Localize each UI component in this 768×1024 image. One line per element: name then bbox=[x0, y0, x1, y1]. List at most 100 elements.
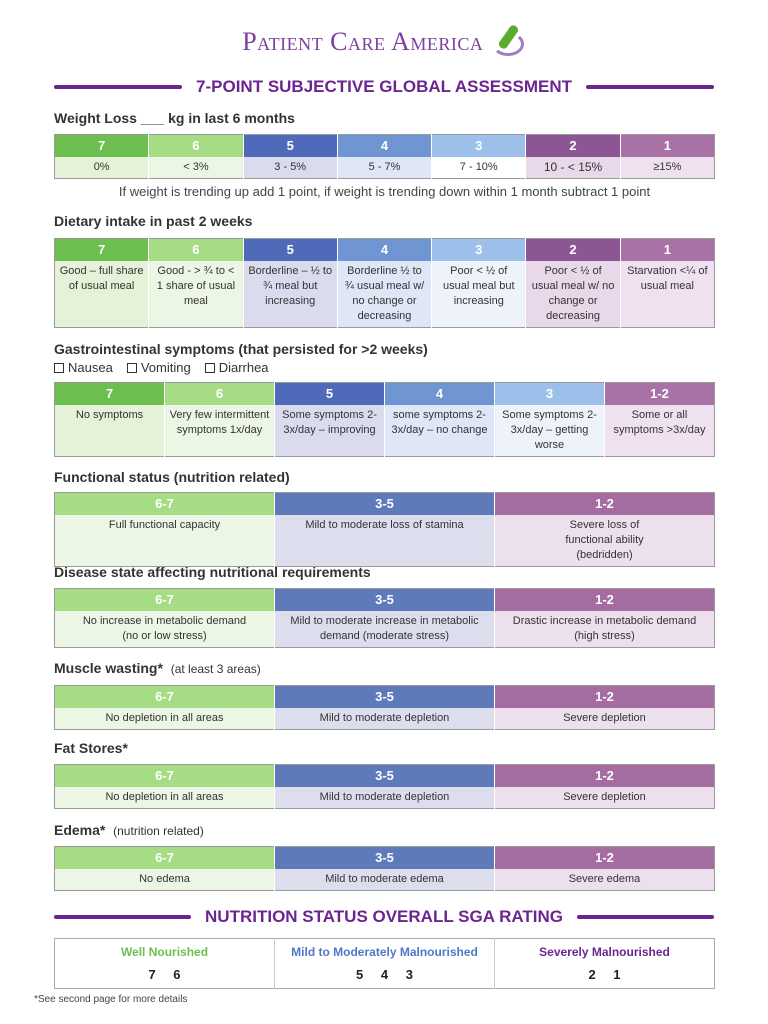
score-cell[interactable]: 3 bbox=[431, 238, 527, 261]
criteria-cell[interactable]: Poor < ½ of usual meal but increasing bbox=[431, 260, 527, 327]
criteria-cell[interactable]: Severe loss of functional ability (bedri… bbox=[494, 514, 715, 566]
score-cell[interactable]: 1-2 bbox=[494, 588, 715, 611]
functional-status-table: 6-7 3-5 1-2 Full functional capacity Mil… bbox=[54, 492, 715, 567]
nausea-checkbox[interactable]: Nausea bbox=[54, 360, 113, 375]
score-cell[interactable]: 1 bbox=[620, 238, 715, 261]
rating-scores: 2 1 bbox=[588, 967, 621, 982]
score-cell[interactable]: 2 bbox=[525, 134, 621, 157]
criteria-cell[interactable]: Good - > ¾ to < 1 share of usual meal bbox=[148, 260, 244, 327]
criteria-cell[interactable]: Severe depletion bbox=[494, 707, 715, 729]
brand-logo: Patient Care America bbox=[0, 22, 768, 70]
rating-severe[interactable]: Severely Malnourished 2 1 bbox=[495, 939, 715, 989]
score-cell[interactable]: 3-5 bbox=[274, 764, 495, 787]
criteria-cell[interactable]: Some or all symptoms >3x/day bbox=[604, 404, 715, 456]
rating-title: NUTRITION STATUS OVERALL SGA RATING bbox=[205, 907, 563, 926]
checkbox-label: Vomiting bbox=[140, 360, 191, 375]
criteria-cell[interactable]: Borderline ½ to ¾ usual meal w/ no chang… bbox=[337, 260, 433, 327]
score-cell[interactable]: 1-2 bbox=[494, 846, 715, 869]
criteria-cell[interactable]: 7 - 10% bbox=[431, 156, 527, 179]
rating-scores: 5 4 3 bbox=[356, 967, 413, 982]
criteria-cell[interactable]: No edema bbox=[54, 868, 275, 890]
diarrhea-checkbox[interactable]: Diarrhea bbox=[204, 360, 269, 375]
criteria-cell[interactable]: 3 - 5% bbox=[243, 156, 338, 179]
criteria-cell[interactable]: 10 - < 15% bbox=[525, 156, 621, 179]
criteria-cell[interactable]: Starvation <¼ of usual meal bbox=[620, 260, 715, 327]
brand-name: Patient Care America bbox=[242, 27, 484, 56]
muscle-wasting-table: 6-7 3-5 1-2 No depletion in all areas Mi… bbox=[54, 685, 715, 730]
fat-stores-label: Fat Stores* bbox=[54, 740, 128, 756]
score-cell[interactable]: 7 bbox=[54, 238, 150, 261]
dietary-intake-table: 7 6 5 4 3 2 1 Good – full share of usual… bbox=[54, 238, 715, 328]
score-cell[interactable]: 3-5 bbox=[274, 685, 495, 708]
criteria-cell[interactable]: No depletion in all areas bbox=[54, 707, 275, 729]
score-cell[interactable]: 1-2 bbox=[494, 764, 715, 787]
rating-title-label: Well Nourished bbox=[120, 945, 209, 959]
score-cell[interactable]: 5 bbox=[243, 134, 338, 157]
edema-label: Edema* (nutrition related) bbox=[54, 822, 204, 838]
score-cell[interactable]: 6-7 bbox=[54, 492, 275, 515]
criteria-cell[interactable]: Full functional capacity bbox=[54, 514, 275, 566]
score-cell[interactable]: 4 bbox=[337, 134, 433, 157]
criteria-cell[interactable]: No increase in metabolic demand (no or l… bbox=[54, 610, 275, 647]
score-cell[interactable]: 1 bbox=[620, 134, 715, 157]
criteria-cell[interactable]: Drastic increase in metabolic demand (hi… bbox=[494, 610, 715, 647]
score-cell[interactable]: 3-5 bbox=[274, 492, 495, 515]
score-cell[interactable]: 2 bbox=[525, 238, 621, 261]
rating-title-label: Mild to Moderately Malnourished bbox=[291, 945, 478, 959]
criteria-cell[interactable]: No depletion in all areas bbox=[54, 786, 275, 808]
score-cell[interactable]: 5 bbox=[243, 238, 338, 261]
gi-symptom-checkboxes: Nausea Vomiting Diarrhea bbox=[54, 360, 269, 375]
score-cell[interactable]: 3-5 bbox=[274, 846, 495, 869]
score-cell[interactable]: 3 bbox=[494, 382, 605, 405]
muscle-wasting-title: Muscle wasting* bbox=[54, 660, 163, 676]
logo-swoosh-icon bbox=[490, 22, 526, 62]
criteria-cell[interactable]: Severe edema bbox=[494, 868, 715, 890]
score-cell[interactable]: 1-2 bbox=[494, 685, 715, 708]
functional-status-label: Functional status (nutrition related) bbox=[54, 469, 290, 485]
score-cell[interactable]: 6 bbox=[148, 238, 244, 261]
score-cell[interactable]: 6-7 bbox=[54, 588, 275, 611]
rating-title-banner: NUTRITION STATUS OVERALL SGA RATING bbox=[54, 906, 715, 928]
criteria-cell[interactable]: < 3% bbox=[148, 156, 244, 179]
score-cell[interactable]: 6-7 bbox=[54, 685, 275, 708]
criteria-cell[interactable]: 0% bbox=[54, 156, 150, 179]
criteria-cell[interactable]: Mild to moderate edema bbox=[274, 868, 495, 890]
score-cell[interactable]: 6-7 bbox=[54, 764, 275, 787]
criteria-cell[interactable]: Some symptoms 2-3x/day – improving bbox=[274, 404, 385, 456]
criteria-cell[interactable]: No symptoms bbox=[54, 404, 165, 456]
criteria-cell[interactable]: Mild to moderate depletion bbox=[274, 707, 495, 729]
criteria-cell[interactable]: Mild to moderate depletion bbox=[274, 786, 495, 808]
score-cell[interactable]: 1-2 bbox=[604, 382, 715, 405]
criteria-cell[interactable]: Very few intermittent symptoms 1x/day bbox=[164, 404, 275, 456]
score-cell[interactable]: 7 bbox=[54, 382, 165, 405]
rating-mild-moderate[interactable]: Mild to Moderately Malnourished 5 4 3 bbox=[274, 938, 495, 989]
checkbox-icon[interactable] bbox=[126, 362, 137, 373]
dietary-intake-label: Dietary intake in past 2 weeks bbox=[54, 213, 253, 229]
score-cell[interactable]: 4 bbox=[384, 382, 495, 405]
criteria-cell[interactable]: 5 - 7% bbox=[337, 156, 433, 179]
score-cell[interactable]: 3 bbox=[431, 134, 527, 157]
divider bbox=[54, 915, 192, 919]
score-cell[interactable]: 1-2 bbox=[494, 492, 715, 515]
criteria-cell[interactable]: ≥15% bbox=[620, 156, 715, 179]
rating-well-nourished[interactable]: Well Nourished 7 6 bbox=[54, 938, 275, 989]
criteria-cell[interactable]: Poor < ½ of usual meal w/ no change or d… bbox=[525, 260, 621, 327]
vomiting-checkbox[interactable]: Vomiting bbox=[126, 360, 191, 375]
checkbox-icon[interactable] bbox=[204, 362, 215, 373]
overall-rating-table: Well Nourished 7 6 Mild to Moderately Ma… bbox=[54, 938, 715, 989]
criteria-cell[interactable]: some symptoms 2-3x/day – no change bbox=[384, 404, 495, 456]
score-cell[interactable]: 7 bbox=[54, 134, 150, 157]
criteria-cell[interactable]: Severe depletion bbox=[494, 786, 715, 808]
criteria-cell[interactable]: Mild to moderate loss of stamina bbox=[274, 514, 495, 566]
criteria-cell[interactable]: Mild to moderate increase in metabolic d… bbox=[274, 610, 495, 647]
checkbox-icon[interactable] bbox=[54, 362, 64, 373]
score-cell[interactable]: 4 bbox=[337, 238, 433, 261]
criteria-cell[interactable]: Good – full share of usual meal bbox=[54, 260, 150, 327]
score-cell[interactable]: 6 bbox=[164, 382, 275, 405]
score-cell[interactable]: 5 bbox=[274, 382, 385, 405]
score-cell[interactable]: 6-7 bbox=[54, 846, 275, 869]
criteria-cell[interactable]: Some symptoms 2-3x/day – getting worse bbox=[494, 404, 605, 456]
score-cell[interactable]: 3-5 bbox=[274, 588, 495, 611]
score-cell[interactable]: 6 bbox=[148, 134, 244, 157]
criteria-cell[interactable]: Borderline – ½ to ¾ meal but increasing bbox=[243, 260, 338, 327]
